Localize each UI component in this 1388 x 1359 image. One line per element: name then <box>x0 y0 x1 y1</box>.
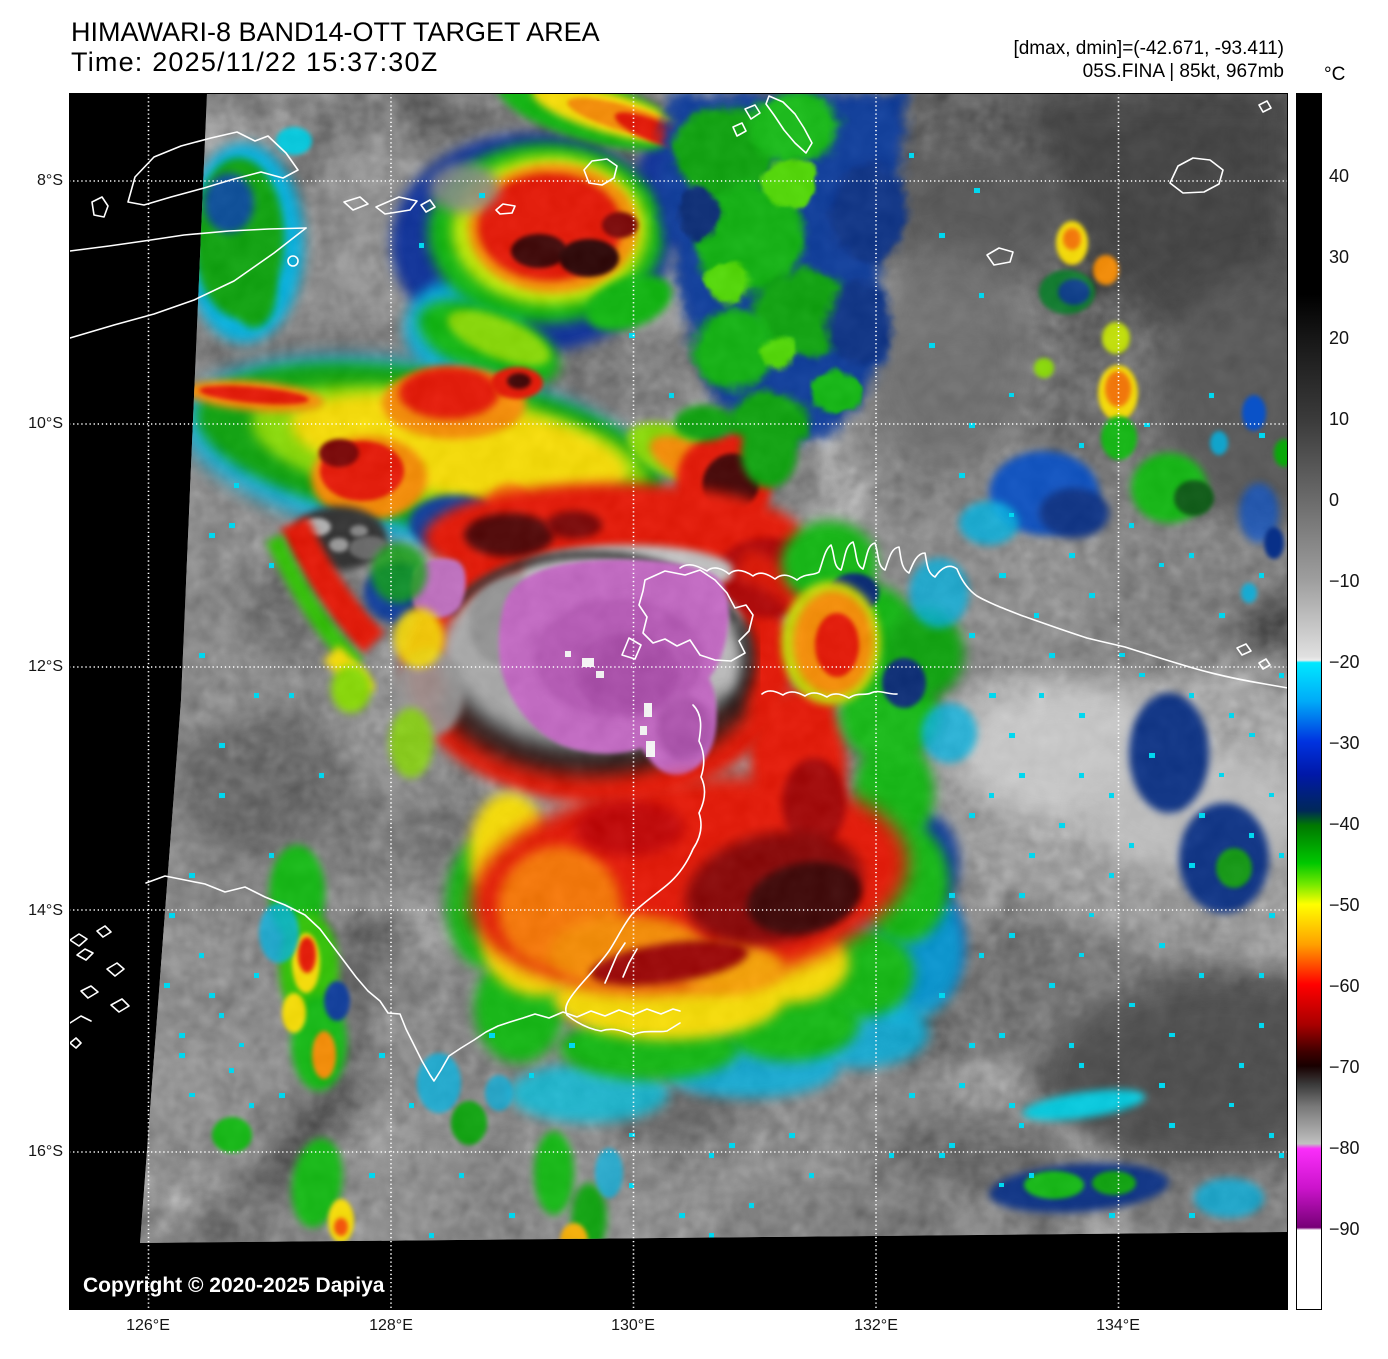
svg-text:Copyright © 2020-2025 Dapiya: Copyright © 2020-2025 Dapiya <box>83 1274 385 1297</box>
